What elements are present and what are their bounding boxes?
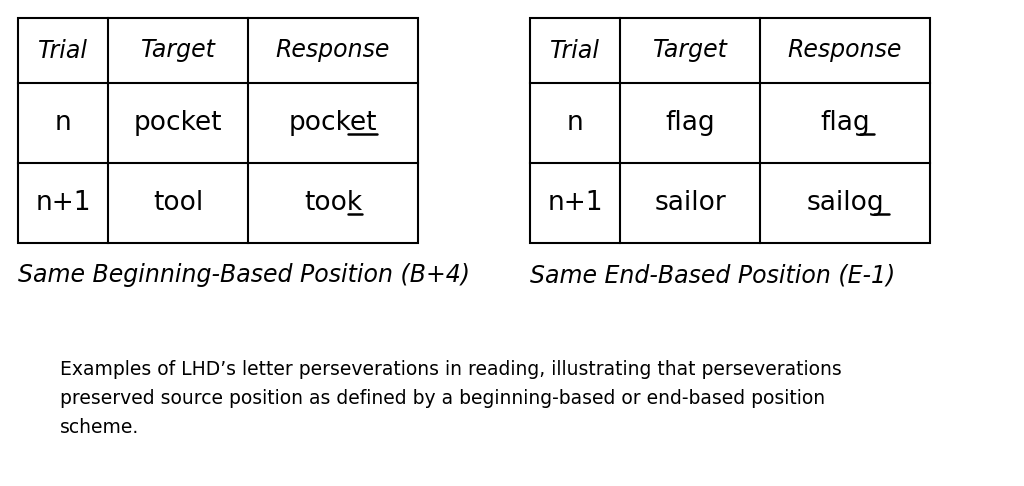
Text: Target: Target xyxy=(140,38,215,63)
Text: Trial: Trial xyxy=(38,38,88,63)
Text: sailog: sailog xyxy=(806,190,884,216)
Text: n: n xyxy=(566,110,584,136)
Bar xyxy=(18,18,418,243)
Text: sailor: sailor xyxy=(654,190,726,216)
Text: Examples of LHD’s letter perseverations in reading, illustrating that perseverat: Examples of LHD’s letter perseverations … xyxy=(60,360,842,436)
Text: n+1: n+1 xyxy=(35,190,91,216)
Text: Same Beginning-Based Position (B+4): Same Beginning-Based Position (B+4) xyxy=(18,263,470,287)
Text: flag: flag xyxy=(820,110,869,136)
Text: pocket: pocket xyxy=(289,110,377,136)
Bar xyxy=(530,18,930,243)
Text: took: took xyxy=(304,190,362,216)
Text: Response: Response xyxy=(787,38,902,63)
Text: Target: Target xyxy=(652,38,727,63)
Text: n+1: n+1 xyxy=(547,190,603,216)
Text: flag: flag xyxy=(666,110,715,136)
Text: Trial: Trial xyxy=(550,38,600,63)
Text: n: n xyxy=(54,110,72,136)
Text: Response: Response xyxy=(275,38,390,63)
Text: pocket: pocket xyxy=(134,110,222,136)
Text: tool: tool xyxy=(153,190,203,216)
Text: Same End-Based Position (E-1): Same End-Based Position (E-1) xyxy=(530,263,895,287)
